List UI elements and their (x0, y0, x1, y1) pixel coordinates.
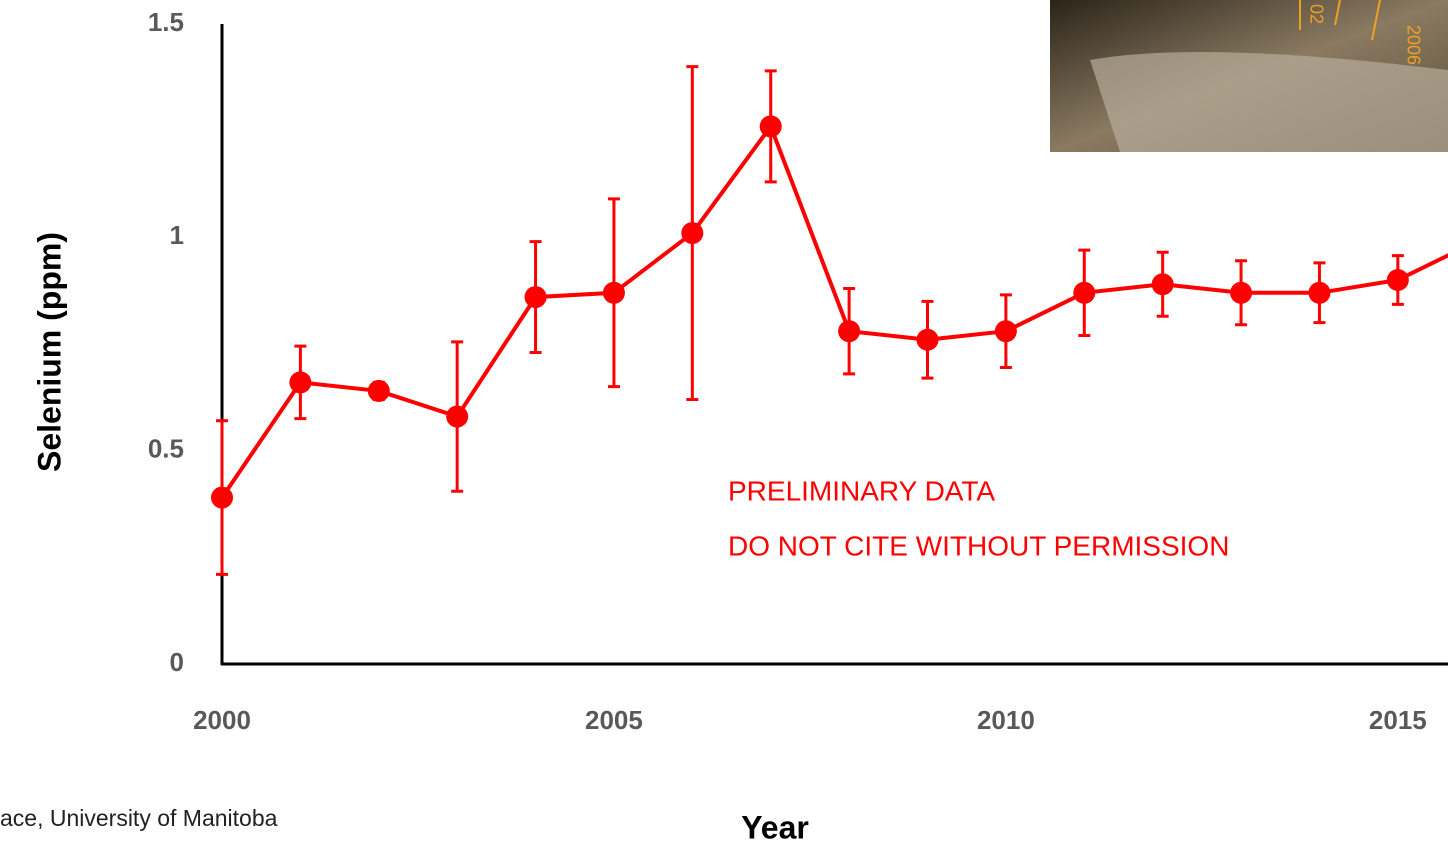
inset-label: 02 (1306, 4, 1326, 24)
data-point (916, 328, 939, 351)
annotation: PRELIMINARY DATA (728, 475, 995, 506)
data-point (838, 320, 861, 343)
x-tick-label: 2005 (585, 705, 643, 735)
annotation: DO NOT CITE WITHOUT PERMISSION (728, 530, 1229, 561)
y-axis-title: Selenium (ppm) (31, 232, 67, 472)
data-point (994, 320, 1017, 343)
data-point (602, 281, 625, 304)
y-tick-label: 1 (170, 220, 184, 250)
data-point (367, 379, 390, 402)
y-tick-label: 0 (170, 647, 184, 677)
data-point (759, 115, 782, 138)
x-tick-label: 2000 (193, 705, 251, 735)
x-axis-title: Year (741, 809, 809, 845)
data-point (446, 405, 469, 428)
data-point (1230, 281, 1253, 304)
footer: ace, University of Manitoba (0, 805, 278, 831)
data-point (681, 222, 704, 245)
data-point (1308, 281, 1331, 304)
data-point (1073, 281, 1096, 304)
y-tick-label: 1.5 (148, 7, 184, 37)
data-point (1151, 273, 1174, 296)
x-tick-label: 2010 (977, 705, 1035, 735)
inset-photo: 02 2006 (1050, 0, 1448, 152)
data-point (211, 486, 233, 509)
y-tick-label: 0.5 (148, 434, 184, 464)
data-line (220, 122, 1448, 499)
data-point (1386, 269, 1409, 291)
plot-area (211, 65, 1448, 576)
data-point (289, 371, 312, 394)
x-tick-label: 2015 (1369, 705, 1427, 735)
data-point (524, 286, 547, 309)
inset-label: 2006 (1403, 25, 1423, 65)
